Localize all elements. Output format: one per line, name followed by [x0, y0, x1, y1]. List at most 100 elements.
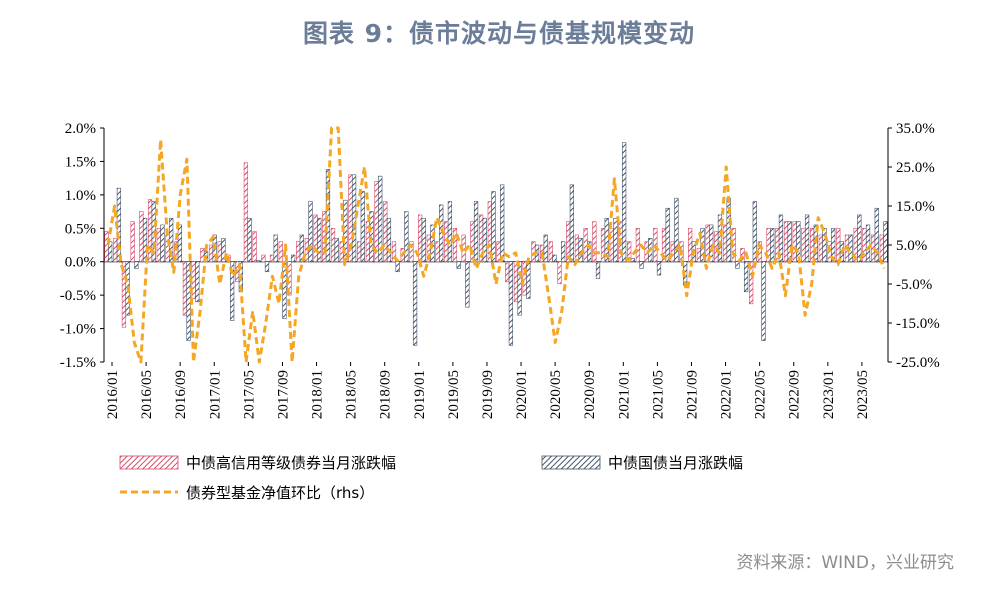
- bar-high-grade: [548, 241, 553, 263]
- bar-high-grade: [357, 241, 362, 263]
- legend-label-high-grade: 中债高信用等级债券当月涨跌幅: [186, 454, 396, 472]
- x-tick-label: 2021/09: [684, 370, 700, 419]
- bar-treasury: [256, 260, 261, 263]
- bar-high-grade: [574, 234, 580, 263]
- bar-high-grade: [391, 241, 397, 263]
- right-tick-label: 15.0%: [896, 199, 935, 215]
- bar-treasury: [622, 142, 627, 263]
- bar-high-grade: [862, 227, 867, 263]
- left-tick-label: 0.5%: [65, 221, 96, 237]
- bar-high-grade: [147, 199, 153, 263]
- bar-treasury: [848, 234, 853, 263]
- x-tick-label: 2019/09: [480, 370, 496, 419]
- legend-label-fund: 债券型基金净值环比（rhs）: [186, 484, 374, 502]
- bar-treasury: [508, 261, 514, 346]
- bar-treasury: [491, 191, 496, 263]
- bar-treasury: [813, 224, 818, 263]
- x-tick-label: 2020/09: [582, 370, 598, 419]
- bar-high-grade: [313, 214, 318, 263]
- bar-treasury: [230, 261, 235, 321]
- x-tick-label: 2016/09: [173, 370, 189, 419]
- tick-labels: -1.5% -1.0% -0.5% 0.0% 0.5% 1.0% 1.5% 2.0% -25.0…: [60, 121, 940, 419]
- x-tick-label: 2016/05: [139, 370, 155, 419]
- left-tick-label: -1.5%: [60, 355, 96, 371]
- bar-high-grade: [557, 261, 562, 285]
- bar-treasury: [421, 217, 426, 263]
- bar-treasury: [308, 201, 313, 263]
- bar-high-grade: [409, 241, 414, 263]
- bar-high-grade: [836, 227, 841, 263]
- bar-treasury: [177, 224, 183, 263]
- bar-high-grade: [740, 248, 745, 263]
- bar-high-grade: [182, 261, 188, 316]
- bar-treasury: [404, 211, 409, 263]
- bar-treasury: [108, 241, 113, 263]
- bar-high-grade: [818, 234, 823, 263]
- bar-treasury: [247, 217, 252, 263]
- right-tick-label: 35.0%: [896, 121, 935, 137]
- bar-treasury: [865, 224, 871, 263]
- bar-treasury: [465, 261, 470, 308]
- bar-high-grade: [670, 241, 675, 263]
- fund-line: [106, 126, 886, 364]
- bar-treasury: [639, 261, 644, 269]
- bar-high-grade: [208, 244, 214, 263]
- bar-high-grade: [696, 248, 702, 263]
- bar-high-grade: [330, 227, 336, 263]
- bar-high-grade: [801, 227, 806, 263]
- bar-treasury: [447, 201, 453, 263]
- bar-treasury: [456, 261, 461, 269]
- axes: [100, 127, 892, 366]
- bar-treasury: [735, 261, 740, 269]
- bar-treasury: [290, 254, 296, 263]
- bar-treasury: [351, 174, 357, 263]
- bar-high-grade: [627, 241, 632, 263]
- x-tick-label: 2016/01: [105, 370, 121, 419]
- bar-treasury: [717, 214, 723, 263]
- right-tick-label: -25.0%: [896, 355, 940, 371]
- bar-high-grade: [104, 231, 109, 263]
- x-tick-label: 2022/05: [753, 370, 769, 419]
- bar-treasury: [787, 221, 792, 263]
- bar-treasury: [665, 207, 670, 263]
- bar-treasury: [552, 254, 557, 263]
- x-tick-label: 2022/09: [787, 370, 803, 419]
- bar-treasury: [630, 258, 635, 263]
- bar-treasury: [543, 234, 548, 263]
- bar-treasury: [796, 221, 801, 263]
- legend-swatch-high-grade: [119, 455, 179, 470]
- bar-treasury: [743, 261, 749, 293]
- x-tick-label: 2022/01: [719, 370, 735, 419]
- bar-treasury: [595, 261, 601, 279]
- left-tick-label: 0.0%: [65, 255, 96, 271]
- left-tick-label: 1.0%: [65, 188, 96, 204]
- x-tick-label: 2018/09: [378, 370, 394, 419]
- bar-high-grade: [269, 254, 275, 263]
- right-tick-label: -15.0%: [896, 316, 940, 332]
- bar-treasury: [134, 261, 139, 269]
- left-tick-label: 2.0%: [65, 121, 96, 137]
- bar-high-grade: [714, 231, 719, 263]
- bar-treasury: [186, 261, 191, 341]
- bar-treasury: [561, 241, 566, 263]
- bar-treasury: [517, 261, 522, 316]
- bar-high-grade: [261, 254, 266, 263]
- x-tick-label: 2019/05: [446, 370, 462, 419]
- bar-high-grade: [278, 241, 283, 263]
- bar-treasury: [831, 227, 836, 263]
- bar-treasury: [395, 261, 400, 273]
- bar-treasury: [273, 234, 278, 263]
- bar-high-grade: [383, 201, 388, 263]
- bar-treasury: [160, 224, 165, 263]
- bar-high-grade: [217, 241, 222, 263]
- x-tick-label: 2017/09: [275, 370, 291, 419]
- bar-high-grade: [592, 221, 597, 263]
- bar-high-grade: [783, 221, 789, 263]
- bar-treasury: [334, 238, 339, 263]
- bar-treasury: [317, 217, 322, 263]
- bar-treasury: [613, 217, 618, 263]
- bar-high-grade: [600, 227, 606, 263]
- x-tick-label: 2017/05: [241, 370, 257, 419]
